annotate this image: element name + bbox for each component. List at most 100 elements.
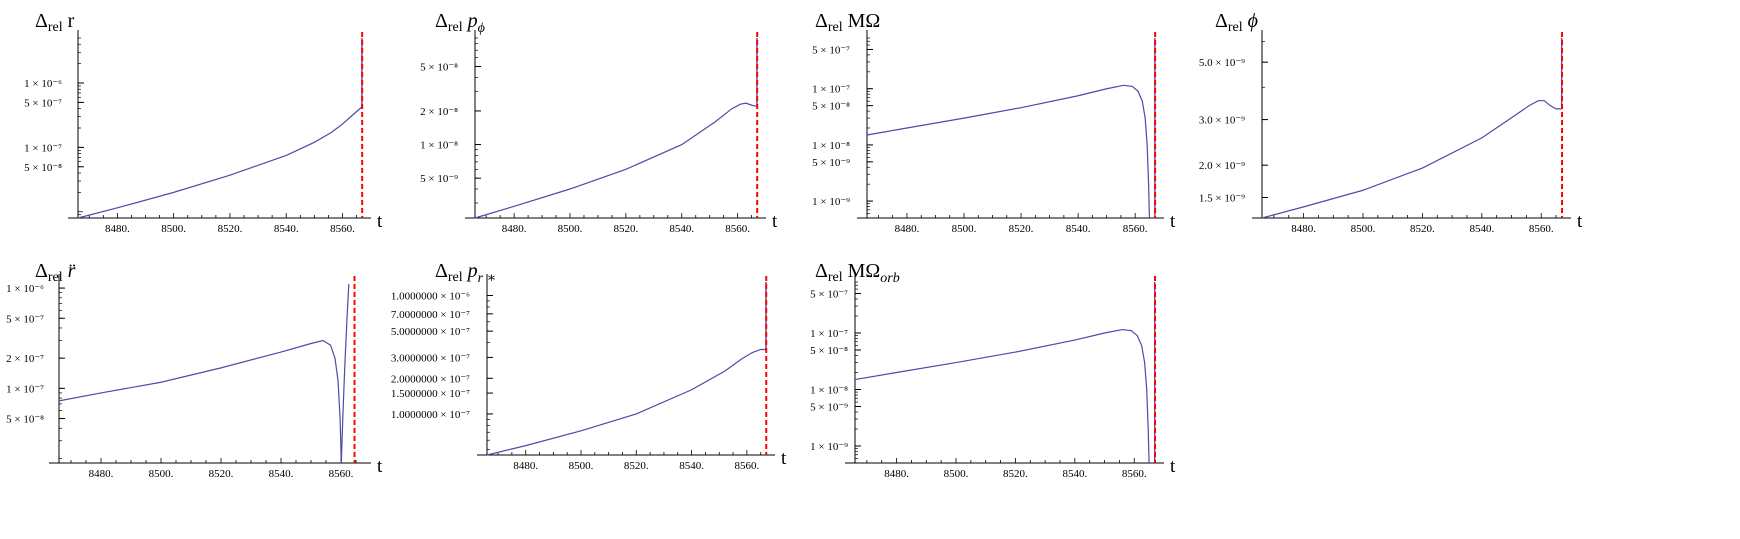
y-tick-label: 3.0 × 10⁻⁹ xyxy=(1199,115,1245,127)
y-tick-label: 1 × 10⁻⁶ xyxy=(24,78,62,90)
y-tick-label: 5 × 10⁻⁷ xyxy=(810,289,848,301)
series-line xyxy=(58,283,350,464)
x-tick-label: 8480. xyxy=(105,223,130,235)
series-line xyxy=(77,106,363,219)
y-tick-label: 5 × 10⁻⁸ xyxy=(6,414,44,426)
x-tick-label: 8540. xyxy=(1066,223,1091,235)
x-tick-label: 8540. xyxy=(269,468,294,480)
chart-svg-1: Δrel r 8480. 8500. 8520. 8540. 8560. t 1 × 10⁻⁶… xyxy=(24,10,383,235)
x-tick-label: 8500. xyxy=(1351,223,1376,235)
chart-panel-5: Δrel r̈ 8480. 8500. 8520. 8540. 8560. t 1 × 10⁻… xyxy=(6,250,440,510)
x-tick-label: 8540. xyxy=(679,460,704,472)
x-tick-label: 8520. xyxy=(209,468,234,480)
y-tick-label: 5 × 10⁻⁷ xyxy=(812,44,850,56)
x-tick-label: 8480. xyxy=(89,468,114,480)
y-tick-label: 1 × 10⁻⁷ xyxy=(812,84,850,96)
x-tick-label: 8500. xyxy=(952,223,977,235)
chart-panel-7: Δrel MΩorb 8480. 8500. 8520. 8540. 8560. t 5 × … xyxy=(800,250,1220,510)
x-tick-label: 8560. xyxy=(1529,223,1554,235)
x-tick-label: 8500. xyxy=(149,468,174,480)
x-tick-label: 8540. xyxy=(669,223,694,235)
x-axis-label: t xyxy=(772,211,778,232)
x-tick-label: 8520. xyxy=(624,460,649,472)
chart-svg-4: Δrel ϕ 8480. 8500. 8520. 8540. 8560. t 5.0 × 10… xyxy=(1199,10,1583,235)
chart-svg-6: Δrel pr ∗8480. 8500. 8520. 8540. 8560. t1.000… xyxy=(391,260,787,472)
y-tick-label: 3.0000000 × 10⁻⁷ xyxy=(391,352,470,364)
y-tick-label: 5 × 10⁻⁸ xyxy=(24,162,62,174)
y-tick-label: 1 × 10⁻⁸ xyxy=(420,140,458,152)
series-line xyxy=(486,348,766,456)
y-tick-label: 1.0000000 × 10⁻⁶ xyxy=(391,290,470,302)
x-tick-label: 8520. xyxy=(218,223,243,235)
y-tick-label: 1 × 10⁻⁸ xyxy=(810,385,848,397)
chart-svg-5: Δrel r̈ 8480. 8500. 8520. 8540. 8560. t 1 × 10⁻… xyxy=(6,260,383,480)
x-tick-label: 8560. xyxy=(1122,468,1147,480)
chart-svg-2: Δrel pϕ 8480. 8500. 8520. 8540. 8560. t 5 × 10⁻… xyxy=(420,10,778,235)
y-tick-label: 2.0000000 × 10⁻⁷ xyxy=(391,373,470,385)
y-tick-label: 5.0 × 10⁻⁹ xyxy=(1199,57,1245,69)
y-tick-label: 1 × 10⁻⁸ xyxy=(812,140,850,152)
chart-svg-7: Δrel MΩorb 8480. 8500. 8520. 8540. 8560. t 5 × … xyxy=(810,260,1176,480)
y-tick-label: 5 × 10⁻⁸ xyxy=(812,101,850,113)
y-tick-label: 5 × 10⁻⁷ xyxy=(24,97,62,109)
x-tick-label: 8540. xyxy=(274,223,299,235)
chart-panel-1: Δrel r 8480. 8500. 8520. 8540. 8560. t 1 × 10⁻⁶… xyxy=(20,0,440,260)
x-tick-label: 8560. xyxy=(1123,223,1148,235)
x-axis-label: t xyxy=(377,456,383,477)
y-tick-label: 5 × 10⁻⁹ xyxy=(812,157,850,169)
y-tick-label: 2 × 10⁻⁷ xyxy=(6,353,44,365)
y-tick-label: 2.0 × 10⁻⁹ xyxy=(1199,160,1245,172)
y-tick-label: 1.5000000 × 10⁻⁷ xyxy=(391,388,470,400)
chart-panel-6: Δrel pr ∗ 8480. 8500. 8520. 8540. 8560. t 1.000… xyxy=(391,250,840,510)
y-tick-label: 1.0000000 × 10⁻⁷ xyxy=(391,409,470,421)
x-tick-label: 8520. xyxy=(1009,223,1034,235)
chart-title: Δrel MΩorb xyxy=(815,260,900,286)
x-tick-label: 8500. xyxy=(558,223,583,235)
x-tick-label: 8480. xyxy=(884,468,909,480)
chart-svg-3: Δrel MΩ 8480. 8500. 8520. 8540. 8560. t 5 × 10⁻… xyxy=(812,10,1176,235)
x-tick-label: 8540. xyxy=(1469,223,1494,235)
x-tick-label: 8480. xyxy=(502,223,527,235)
x-tick-label: 8520. xyxy=(1003,468,1028,480)
y-tick-label: 5.0000000 × 10⁻⁷ xyxy=(391,326,470,338)
chart-title: Δrel MΩ xyxy=(815,10,880,35)
chart-title: Δrel ϕ xyxy=(1215,10,1258,35)
y-tick-label: 1.5 × 10⁻⁹ xyxy=(1199,193,1245,205)
x-tick-label: 8500. xyxy=(569,460,594,472)
y-tick-label: 1 × 10⁻⁷ xyxy=(24,142,62,154)
x-tick-label: 8560. xyxy=(725,223,750,235)
x-tick-label: 8540. xyxy=(1062,468,1087,480)
x-axis-label: t xyxy=(1577,211,1583,232)
y-tick-label: 1 × 10⁻⁷ xyxy=(810,328,848,340)
series-line xyxy=(866,84,1151,219)
x-axis-label: t xyxy=(377,211,383,232)
y-tick-label: 5 × 10⁻⁸ xyxy=(420,62,458,74)
chart-panel-3: Δrel MΩ 8480. 8500. 8520. 8540. 8560. t 5 × 10⁻… xyxy=(800,0,1220,260)
x-tick-label: 8520. xyxy=(1410,223,1435,235)
chart-title: Δrel r xyxy=(35,10,75,35)
chart-title: Δrel r̈ xyxy=(35,260,76,285)
y-tick-label: 1 × 10⁻⁹ xyxy=(812,196,850,208)
y-tick-label: 1 × 10⁻⁶ xyxy=(6,283,44,295)
y-tick-label: 1 × 10⁻⁹ xyxy=(810,441,848,453)
x-tick-label: 8480. xyxy=(1291,223,1316,235)
x-tick-label: 8560. xyxy=(330,223,355,235)
y-tick-label: 2 × 10⁻⁸ xyxy=(420,106,458,118)
chart-title: Δrel pϕ xyxy=(435,10,485,36)
x-tick-label: 8500. xyxy=(161,223,186,235)
x-axis-label: t xyxy=(1170,211,1176,232)
x-tick-label: 8560. xyxy=(329,468,354,480)
series-line xyxy=(474,102,757,219)
y-tick-label: 5 × 10⁻⁷ xyxy=(6,313,44,325)
x-tick-label: 8520. xyxy=(614,223,639,235)
x-axis-label: t xyxy=(781,448,787,469)
x-tick-label: 8480. xyxy=(513,460,538,472)
y-tick-label: 5 × 10⁻⁹ xyxy=(420,173,458,185)
y-tick-label: 5 × 10⁻⁸ xyxy=(810,345,848,357)
y-tick-label: 5 × 10⁻⁹ xyxy=(810,402,848,414)
chart-panel-2: Δrel pϕ 8480. 8500. 8520. 8540. 8560. t 5 × 10⁻… xyxy=(420,0,840,260)
series-line xyxy=(854,328,1150,464)
x-tick-label: 8560. xyxy=(735,460,760,472)
chart-panel-4: Δrel ϕ 8480. 8500. 8520. 8540. 8560. t 5.0 × 10… xyxy=(1199,0,1620,260)
